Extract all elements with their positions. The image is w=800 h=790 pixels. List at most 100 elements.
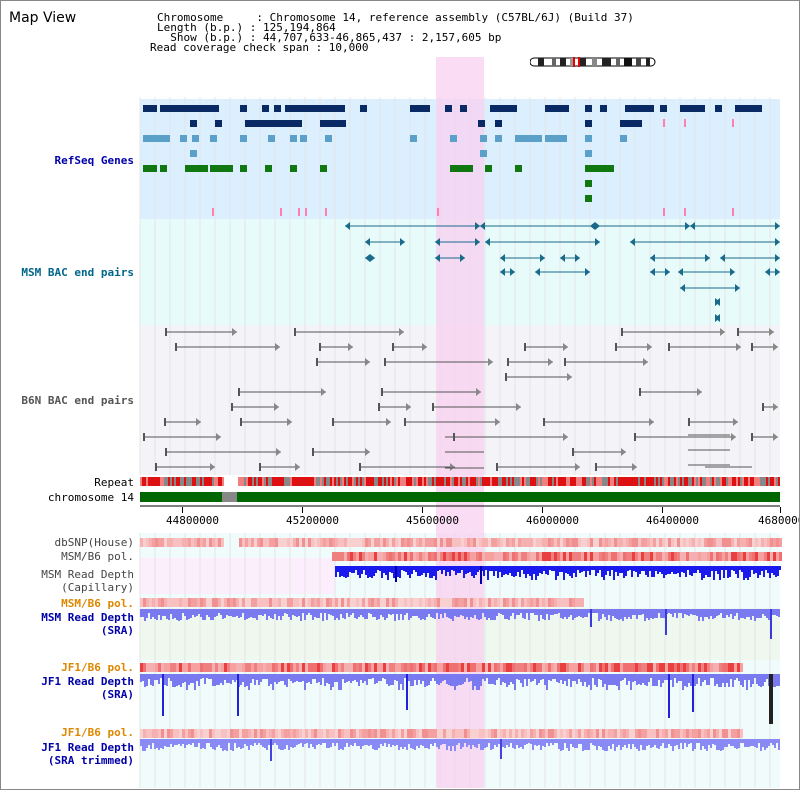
gene-feature [450,165,473,172]
heat-cell [305,538,308,547]
heat-cell [509,552,512,561]
heat-cell [176,663,179,672]
depth-bar [574,609,576,618]
heat-cell [410,538,413,547]
depth-bar [439,566,441,570]
repeat-element [614,477,616,486]
depth-bar [308,674,310,682]
depth-bar [594,609,596,613]
depth-bar [584,674,586,682]
depth-bar [465,566,467,574]
depth-bar [598,674,600,679]
depth-bar [634,674,636,681]
heat-cell [374,663,377,672]
repeat-element [616,477,618,486]
depth-bar [220,739,222,748]
heat-cell [677,538,680,547]
chromosome-ideogram[interactable] [529,52,656,69]
heat-cell [266,729,269,738]
heat-cell [164,598,167,607]
depth-bar [678,674,680,681]
depth-bar [320,674,322,685]
repeat-element [722,477,724,486]
heat-cell [263,729,266,738]
repeat-element [730,477,732,486]
heat-cell [647,538,650,547]
repeat-element [408,477,410,486]
depth-bar [488,674,490,684]
heat-cell [575,663,578,672]
jf1-depth-trim-sublabel: (SRA trimmed) [47,754,134,767]
repeat-element [772,477,774,486]
repeat-element [732,477,734,486]
heat-cell [266,598,269,607]
b6n-bac-end [164,418,166,426]
heat-cell [380,729,383,738]
depth-bar [438,739,440,749]
heat-cell [698,729,701,738]
heat-cell [407,729,410,738]
heat-cell [317,538,320,547]
heat-cell [467,598,470,607]
depth-bar [648,609,650,620]
heat-cell [695,538,698,547]
gene-feature [510,105,517,112]
repeat-element [748,477,750,486]
depth-bar [190,739,192,745]
depth-bar [338,739,340,750]
msm-bac-end [485,238,490,246]
gene-feature [192,135,199,142]
repeat-element [738,477,740,486]
msm-depth-sra-label: MSM Read Depth [41,611,134,624]
heat-cell [434,729,437,738]
repeat-element [398,477,400,486]
depth-bar [544,609,546,620]
repeat-element [358,477,360,486]
depth-bar [526,739,528,744]
depth-bar [376,609,378,620]
heat-cell [446,552,449,561]
depth-bar [740,739,742,743]
heat-cell [398,552,401,561]
depth-bar [571,566,573,578]
repeat-element [370,477,372,486]
depth-bar [490,674,492,684]
b6n-bac-end [359,463,361,471]
depth-bar [208,674,210,679]
depth-bar [284,674,286,685]
repeat-element [204,477,206,486]
depth-bar [686,609,688,615]
msm-bac-end [595,238,600,246]
heat-cell [575,598,578,607]
heat-cell [296,538,299,547]
heat-cell [542,552,545,561]
depth-bar [710,674,712,678]
repeat-element [758,477,760,486]
depth-bar [368,674,370,679]
b6n-bac-end [238,388,240,396]
heat-cell [776,552,779,561]
depth-bar [343,566,345,577]
depth-bar [216,739,218,747]
heat-cell [575,538,578,547]
depth-bar [354,739,356,743]
depth-bar [437,566,439,571]
depth-bar [578,609,580,616]
depth-bar [559,566,561,572]
heat-cell [398,538,401,547]
heat-cell [365,663,368,672]
heat-cell [395,729,398,738]
repeat-element [400,477,402,486]
depth-bar [322,609,324,621]
gene-feature [515,165,522,172]
repeat-element [382,477,384,486]
depth-bar [712,739,714,744]
heat-cell [686,729,689,738]
depth-bar [500,674,502,685]
depth-bar [568,674,570,679]
depth-bar [402,739,404,749]
repeat-element [302,477,304,486]
depth-bar [294,739,296,747]
